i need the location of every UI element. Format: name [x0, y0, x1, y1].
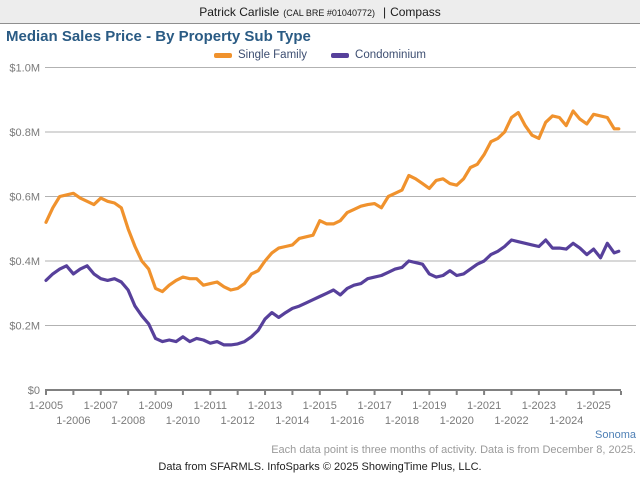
single-family-swatch-icon	[214, 52, 232, 58]
x-tick-label: 1-2023	[522, 400, 556, 412]
x-tick-label: 1-2007	[84, 400, 118, 412]
x-tick-label: 1-2006	[56, 415, 90, 427]
x-tick-label: 1-2025	[576, 400, 610, 412]
x-tick-label: 1-2005	[29, 400, 63, 412]
x-tick-label: 1-2011	[194, 400, 227, 412]
data-note: Each data point is three months of activ…	[271, 444, 636, 456]
region-label: Sonoma	[595, 429, 636, 441]
chart-legend: Single Family Condominium	[0, 49, 640, 61]
y-tick-label: $1.0M	[9, 63, 40, 75]
attribution: Data from SFARMLS. InfoSparks © 2025 Sho…	[158, 461, 482, 473]
y-tick-label: $0.2M	[9, 321, 40, 333]
condominium-swatch-icon	[331, 52, 350, 58]
y-tick-label: $0.4M	[9, 256, 40, 268]
x-tick-label: 1-2017	[357, 400, 391, 412]
series-line-condominium	[44, 238, 621, 347]
x-tick-label: 1-2009	[138, 400, 172, 412]
y-tick-label: $0.6M	[9, 192, 40, 204]
legend-item-single-family: Single Family	[214, 49, 307, 61]
x-tick-label: 1-2008	[111, 415, 145, 427]
brokerage-brand: Compass	[390, 4, 441, 19]
agent-header-bar: Patrick Carlisle (CAL BRE #01040772) | C…	[0, 0, 640, 24]
agent-license: (CAL BRE #01040772)	[283, 7, 375, 18]
x-tick-label: 1-2019	[412, 400, 446, 412]
legend-label: Single Family	[238, 49, 308, 61]
y-tick-label: $0	[28, 385, 40, 397]
legend-label: Condominium	[355, 49, 426, 61]
x-tick-label: 1-2022	[494, 415, 528, 427]
legend-item-condominium: Condominium	[331, 49, 426, 61]
x-tick-label: 1-2014	[275, 415, 309, 427]
x-tick-label: 1-2021	[467, 400, 501, 412]
x-tick-label: 1-2015	[303, 400, 337, 412]
x-tick-label: 1-2018	[385, 415, 419, 427]
x-tick-label: 1-2012	[221, 415, 255, 427]
x-tick-label: 1-2010	[166, 415, 200, 427]
series-line-single-family	[44, 109, 621, 294]
x-tick-label: 1-2024	[549, 415, 583, 427]
agent-name: Patrick Carlisle	[199, 4, 280, 19]
x-tick-label: 1-2016	[330, 415, 364, 427]
y-tick-label: $0.8M	[9, 127, 40, 139]
x-tick-label: 1-2013	[248, 400, 282, 412]
header-separator: |	[382, 4, 387, 19]
x-tick-label: 1-2020	[440, 415, 474, 427]
page-title: Median Sales Price - By Property Sub Typ…	[6, 28, 311, 45]
